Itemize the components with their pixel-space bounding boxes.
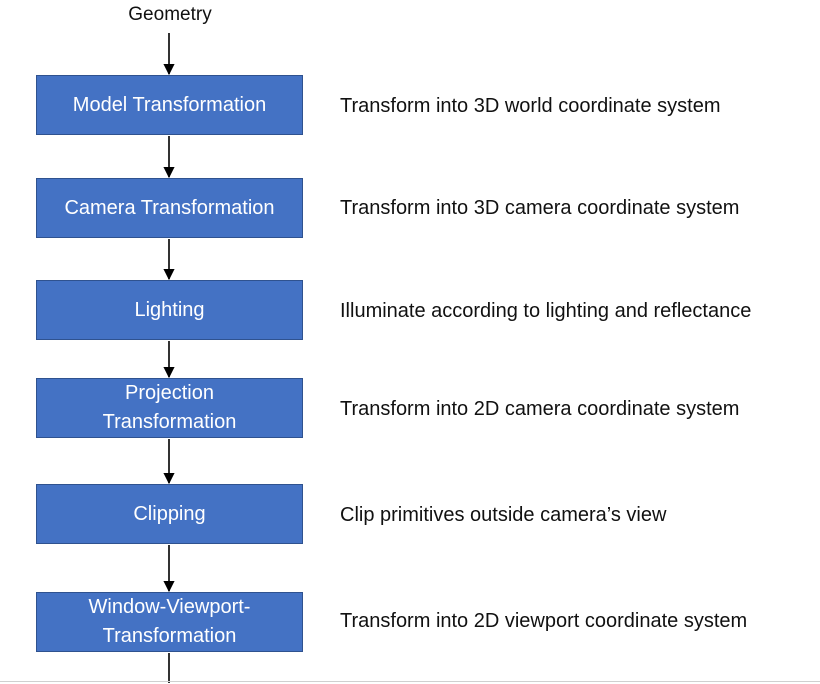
stage-desc-camera-transformation: Transform into 3D camera coordinate syst… [340, 197, 740, 219]
stage-desc-lighting: Illuminate according to lighting and ref… [340, 300, 752, 322]
stage-desc-model-transformation: Transform into 3D world coordinate syste… [340, 95, 721, 117]
input-label: Geometry [128, 4, 212, 25]
stage-box-lighting: Lighting [36, 280, 303, 340]
stage-desc-clipping: Clip primitives outside camera’s view [340, 504, 667, 526]
stage-desc-window-viewport-transformation: Transform into 2D viewport coordinate sy… [340, 610, 748, 632]
stage-box-clipping: Clipping [36, 484, 303, 544]
stage-box-window-viewport-transformation: Window-Viewport-Transformation [36, 592, 303, 652]
stage-box-projection-transformation: Projection Transformation [36, 378, 303, 438]
stage-box-camera-transformation: Camera Transformation [36, 178, 303, 238]
bottom-rule [0, 681, 820, 682]
stage-desc-projection-transformation: Transform into 2D camera coordinate syst… [340, 398, 740, 420]
stage-box-model-transformation: Model Transformation [36, 75, 303, 135]
